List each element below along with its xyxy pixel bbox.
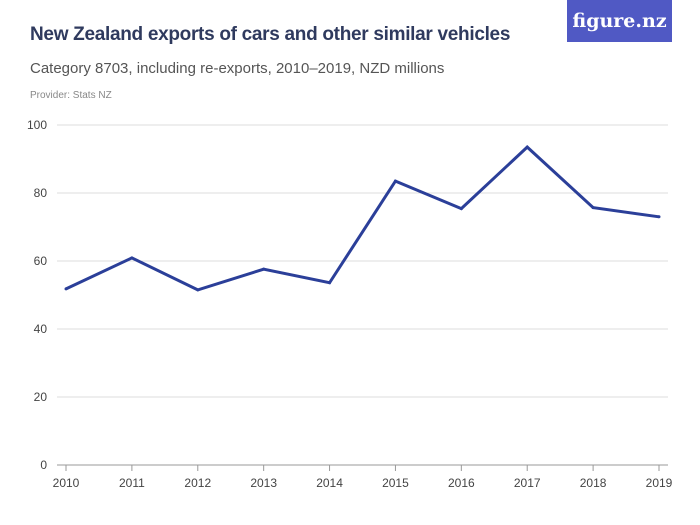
- x-tick-label: 2013: [250, 476, 277, 490]
- data-point: [657, 215, 661, 219]
- x-tick-label: 2014: [316, 476, 343, 490]
- y-tick-label: 20: [34, 390, 48, 404]
- series-line: [65, 145, 660, 292]
- x-tick-label: 2015: [382, 476, 409, 490]
- x-tick-label: 2019: [646, 476, 673, 490]
- y-tick-label: 60: [34, 254, 48, 268]
- data-point: [130, 256, 134, 260]
- data-point: [591, 206, 595, 210]
- chart-subtitle: Category 8703, including re-exports, 201…: [30, 60, 445, 77]
- data-point: [196, 288, 200, 292]
- chart-title: New Zealand exports of cars and other si…: [30, 24, 511, 45]
- x-tick-label: 2016: [448, 476, 475, 490]
- provider-label: Provider: Stats NZ: [30, 90, 112, 101]
- data-point: [64, 287, 68, 291]
- x-tick-label: 2018: [580, 476, 607, 490]
- data-point: [328, 281, 332, 285]
- data-point: [525, 145, 529, 149]
- data-point: [393, 179, 397, 183]
- x-tick-label: 2012: [184, 476, 211, 490]
- x-tick-label: 2017: [514, 476, 541, 490]
- x-tick-label: 2010: [53, 476, 80, 490]
- y-tick-label: 40: [34, 322, 48, 336]
- data-point: [459, 207, 463, 211]
- x-tick-label: 2011: [119, 476, 145, 490]
- data-point: [262, 267, 266, 271]
- y-tick-label: 80: [34, 186, 48, 200]
- figure-nz-logo[interactable]: figure.nz: [567, 0, 672, 42]
- y-tick-label: 0: [40, 458, 47, 472]
- y-tick-label: 100: [27, 118, 47, 132]
